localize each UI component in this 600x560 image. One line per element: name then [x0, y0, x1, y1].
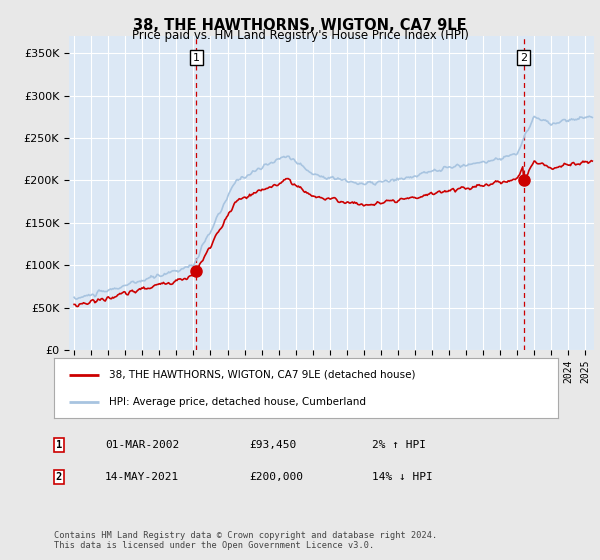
Text: 1: 1 — [193, 53, 200, 63]
Text: 2: 2 — [56, 472, 62, 482]
Text: 38, THE HAWTHORNS, WIGTON, CA7 9LE: 38, THE HAWTHORNS, WIGTON, CA7 9LE — [133, 18, 467, 33]
Text: 01-MAR-2002: 01-MAR-2002 — [105, 440, 179, 450]
Text: 2: 2 — [520, 53, 527, 63]
Text: 14-MAY-2021: 14-MAY-2021 — [105, 472, 179, 482]
Text: 2% ↑ HPI: 2% ↑ HPI — [372, 440, 426, 450]
Text: 38, THE HAWTHORNS, WIGTON, CA7 9LE (detached house): 38, THE HAWTHORNS, WIGTON, CA7 9LE (deta… — [109, 370, 416, 380]
Text: HPI: Average price, detached house, Cumberland: HPI: Average price, detached house, Cumb… — [109, 397, 367, 407]
Text: 1: 1 — [56, 440, 62, 450]
Text: £93,450: £93,450 — [249, 440, 296, 450]
Text: £200,000: £200,000 — [249, 472, 303, 482]
Text: Price paid vs. HM Land Registry's House Price Index (HPI): Price paid vs. HM Land Registry's House … — [131, 29, 469, 42]
Text: 14% ↓ HPI: 14% ↓ HPI — [372, 472, 433, 482]
Text: Contains HM Land Registry data © Crown copyright and database right 2024.
This d: Contains HM Land Registry data © Crown c… — [54, 530, 437, 550]
